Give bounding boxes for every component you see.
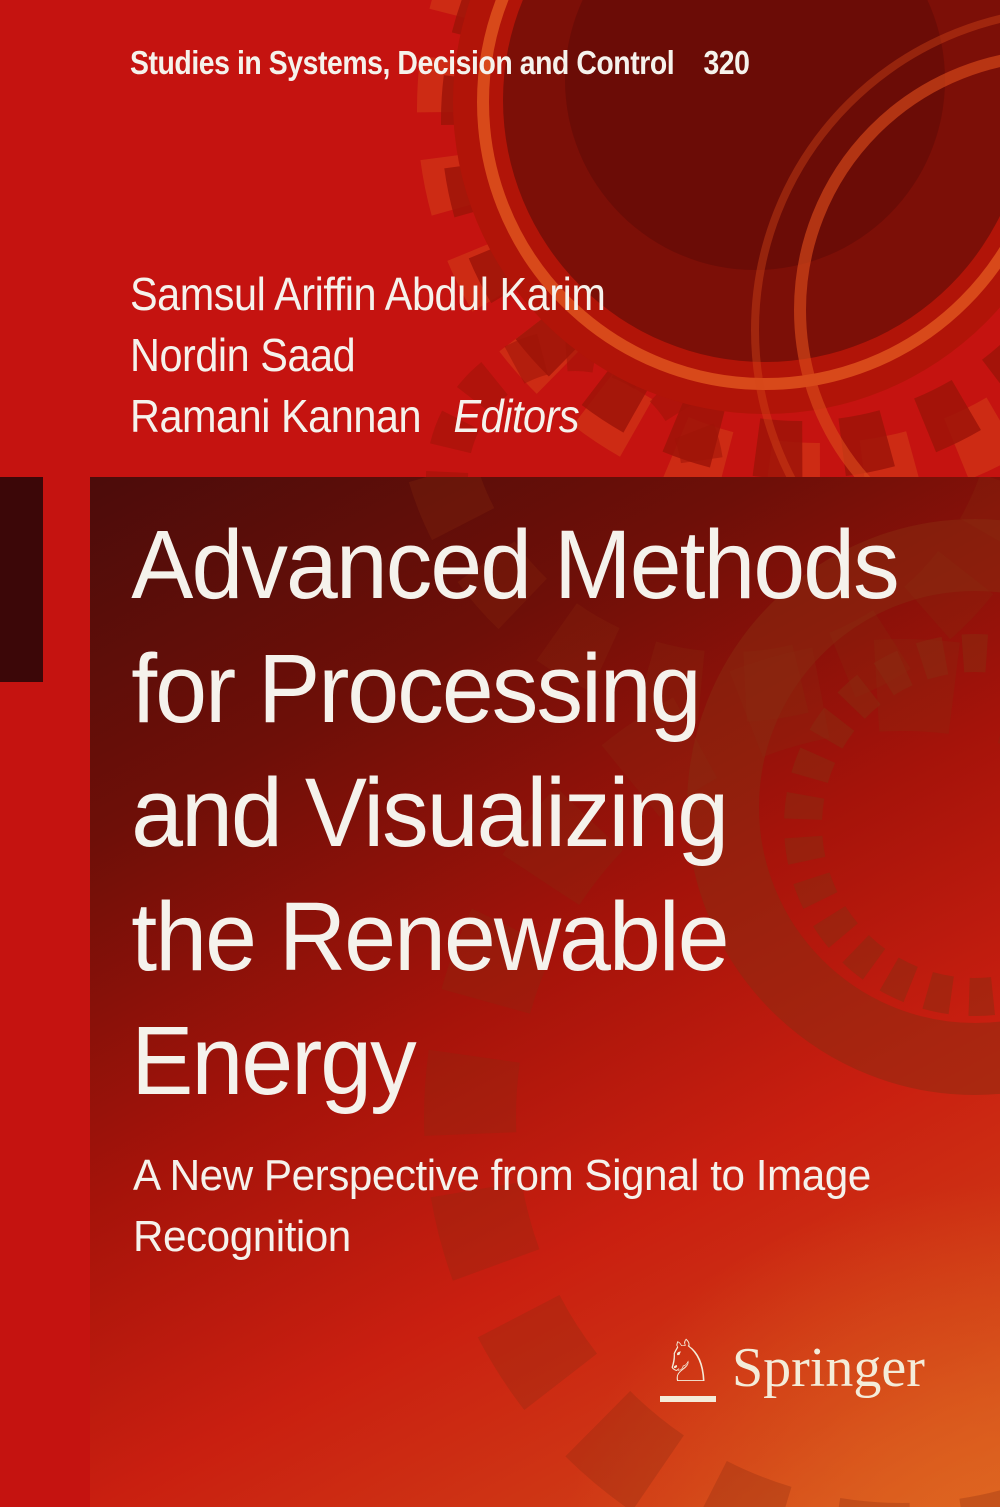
editor-name: Samsul Ariffin Abdul Karim xyxy=(130,268,606,320)
left-accent-block xyxy=(0,477,43,682)
series-title: Studies in Systems, Decision and Control xyxy=(130,44,675,81)
speaker-and-gears-art xyxy=(417,0,1000,477)
series-title-line: Studies in Systems, Decision and Control… xyxy=(130,44,750,82)
series-number: 320 xyxy=(703,44,750,81)
book-title-line: Energy xyxy=(131,1006,416,1115)
editors-block: Samsul Ariffin Abdul Karim Nordin Saad R… xyxy=(130,264,606,447)
speaker-rim xyxy=(477,0,1000,390)
book-subtitle: A New Perspective from Signal to Image R… xyxy=(133,1151,871,1261)
gear-ring xyxy=(687,519,1000,1095)
book-title-line: Advanced Methods xyxy=(131,510,899,619)
gear-icon xyxy=(426,329,724,477)
editor-name-line: Ramani Kannan Editors xyxy=(130,386,605,447)
book-title-line: and Visualizing xyxy=(131,758,729,867)
springer-horse-icon: ♘ xyxy=(660,1332,716,1402)
book-title-line: for Processing xyxy=(131,634,701,743)
gear-icon xyxy=(424,639,1000,1507)
publisher-name: Springer xyxy=(732,1337,925,1399)
gear-teeth xyxy=(784,634,1000,1016)
book-title-line: the Renewable xyxy=(131,882,729,991)
speaker-ring-icon xyxy=(751,14,1000,477)
publisher-logo: ♘ Springer xyxy=(660,1332,925,1402)
speaker-ring-icon xyxy=(794,54,1000,477)
book-title: Advanced Methods for Processing and Visu… xyxy=(90,477,964,1123)
editors-role-label: Editors xyxy=(453,390,580,442)
editor-name: Ramani Kannan xyxy=(130,390,422,442)
gear-ring-art xyxy=(407,477,1000,1507)
speaker-center xyxy=(565,0,945,270)
title-panel: Advanced Methods for Processing and Visu… xyxy=(90,477,1000,1507)
editor-name: Nordin Saad xyxy=(130,329,356,381)
